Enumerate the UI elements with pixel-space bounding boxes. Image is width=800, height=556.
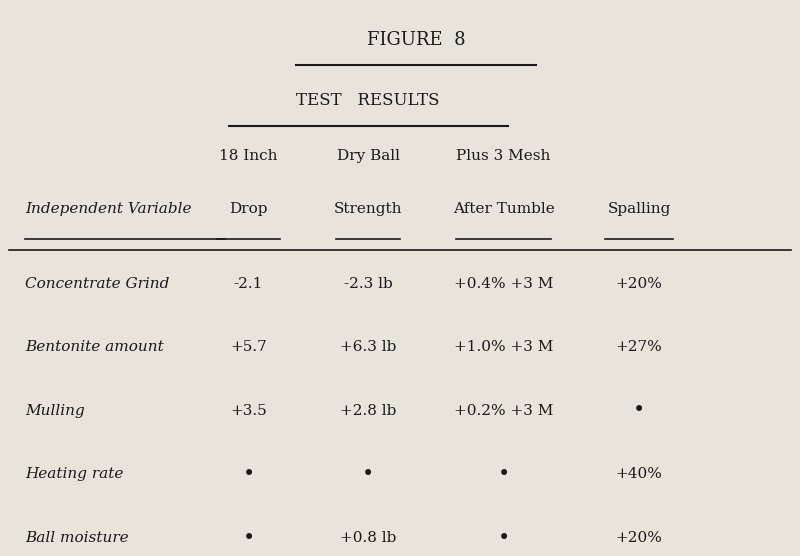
Text: •: • [242,529,254,548]
Text: •: • [633,401,646,420]
Text: +0.4% +3 M: +0.4% +3 M [454,276,554,291]
Text: +27%: +27% [616,340,662,354]
Text: +40%: +40% [616,468,662,481]
Text: +20%: +20% [616,276,662,291]
Text: Strength: Strength [334,202,402,216]
Text: Heating rate: Heating rate [26,468,124,481]
Text: Mulling: Mulling [26,404,85,418]
Text: TEST   RESULTS: TEST RESULTS [296,92,440,110]
Text: 18 Inch: 18 Inch [219,150,278,163]
Text: Dry Ball: Dry Ball [337,150,400,163]
Text: •: • [498,529,510,548]
Text: •: • [498,465,510,484]
Text: FIGURE  8: FIGURE 8 [366,31,466,49]
Text: Ball moisture: Ball moisture [26,531,129,545]
Text: +5.7: +5.7 [230,340,267,354]
Text: +0.8 lb: +0.8 lb [340,531,396,545]
Text: Drop: Drop [230,202,268,216]
Text: Plus 3 Mesh: Plus 3 Mesh [457,150,551,163]
Text: +6.3 lb: +6.3 lb [340,340,396,354]
Text: +20%: +20% [616,531,662,545]
Text: +1.0% +3 M: +1.0% +3 M [454,340,554,354]
Text: +3.5: +3.5 [230,404,267,418]
Text: Independent Variable: Independent Variable [26,202,192,216]
Text: Spalling: Spalling [607,202,671,216]
Text: +0.2% +3 M: +0.2% +3 M [454,404,554,418]
Text: After Tumble: After Tumble [453,202,554,216]
Text: •: • [362,465,374,484]
Text: Bentonite amount: Bentonite amount [26,340,164,354]
Text: •: • [242,465,254,484]
Text: Concentrate Grind: Concentrate Grind [26,276,170,291]
Text: +2.8 lb: +2.8 lb [340,404,396,418]
Text: -2.3 lb: -2.3 lb [344,276,393,291]
Text: -2.1: -2.1 [234,276,263,291]
